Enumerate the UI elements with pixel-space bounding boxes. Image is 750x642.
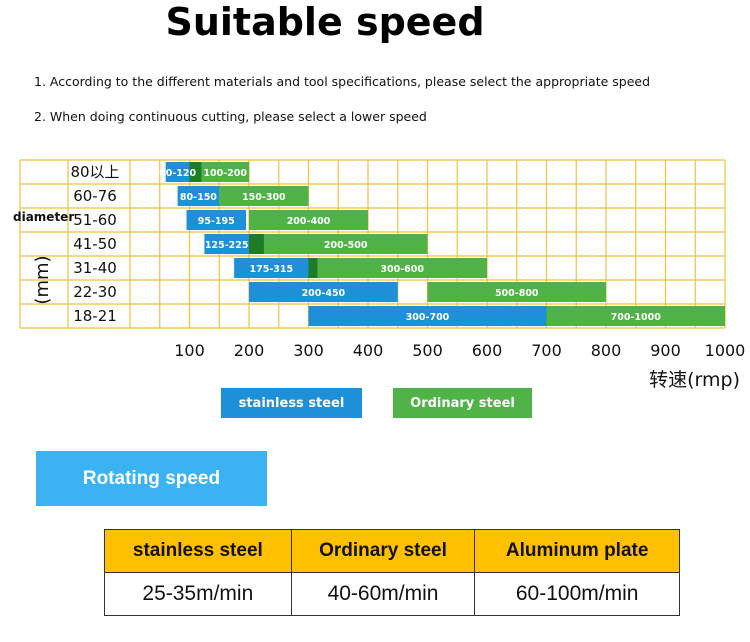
- stainless-bar: [177, 186, 220, 206]
- page-title: Suitable speed: [165, 0, 485, 44]
- stainless-data-label: 125-225: [205, 240, 249, 251]
- ordinary-bar: [546, 306, 725, 326]
- stainless-bar: [186, 210, 247, 230]
- ordinary-bar: [249, 234, 428, 254]
- row-label: 22-30: [73, 283, 117, 301]
- stainless-data-label: 80-150: [180, 192, 217, 203]
- cutting-speed-table: stainless steel Ordinary steel Aluminum …: [104, 529, 680, 616]
- row-label: 51-60: [73, 211, 117, 229]
- stainless-data-label: 300-700: [406, 312, 450, 323]
- row-label: 31-40: [73, 259, 117, 277]
- overlap-bar: [308, 258, 318, 278]
- x-tick-label: 100: [174, 341, 205, 360]
- x-tick-label: 500: [412, 341, 443, 360]
- row-label: 18-21: [73, 307, 117, 325]
- legend-ordinary-label: Ordinary steel: [410, 395, 515, 411]
- x-axis-label: 转速(rmp): [649, 369, 740, 390]
- legend-stainless: stainless steel: [221, 388, 362, 418]
- note-1: 1. According to the different materials …: [34, 74, 651, 89]
- ordinary-data-label: 200-400: [287, 216, 331, 227]
- ordinary-bar: [427, 282, 606, 302]
- x-tick-label: 800: [591, 341, 622, 360]
- stainless-bar: [234, 258, 318, 278]
- ordinary-bar: [219, 186, 309, 206]
- stainless-bar: [249, 282, 398, 302]
- ordinary-bar: [189, 162, 249, 182]
- stainless-data-label: 95-195: [198, 216, 235, 227]
- ordinary-data-label: 300-600: [380, 264, 424, 275]
- stainless-data-label: 175-315: [250, 264, 294, 275]
- header-aluminum: Aluminum plate: [474, 529, 680, 573]
- x-tick-label: 600: [472, 341, 503, 360]
- speed-chart: 80以上 60-76 51-60 41-50 31-40 22-30 18-21 60-120…: [13, 159, 746, 390]
- row-label: 41-50: [73, 235, 117, 253]
- row-label: 60-76: [73, 187, 117, 205]
- value-stainless: 25-35m/min: [104, 572, 292, 616]
- ordinary-data-label: 100-200: [203, 168, 247, 179]
- ordinary-data-label: 150-300: [242, 192, 286, 203]
- legend-ordinary: Ordinary steel: [393, 388, 532, 418]
- x-tick-label: 300: [293, 341, 324, 360]
- y-axis-label-unit: (mm): [32, 255, 53, 304]
- x-tick-label: 700: [531, 341, 562, 360]
- overlap-bar: [249, 234, 264, 254]
- value-aluminum: 60-100m/min: [474, 572, 680, 616]
- ordinary-data-label: 200-500: [324, 240, 368, 251]
- header-ordinary: Ordinary steel: [290, 529, 476, 573]
- value-ordinary: 40-60m/min: [290, 572, 476, 616]
- stainless-bar: [308, 306, 547, 326]
- note-2: 2. When doing continuous cutting, please…: [34, 109, 427, 124]
- table-header-row: stainless steel Ordinary steel Aluminum …: [104, 529, 680, 573]
- y-axis-label-top: diameter: [13, 210, 74, 224]
- ordinary-bar: [249, 210, 368, 230]
- x-tick-label: 1000: [705, 341, 746, 360]
- row-label: 80以上: [70, 163, 119, 181]
- overlap-bar: [189, 162, 202, 182]
- rotating-speed-banner: Rotating speed: [36, 451, 267, 506]
- header-stainless: stainless steel: [104, 529, 292, 573]
- stainless-data-label: 200-450: [302, 288, 346, 299]
- table-row: 25-35m/min 40-60m/min 60-100m/min: [104, 572, 680, 616]
- stainless-data-label: 60-120: [159, 168, 196, 179]
- ordinary-bar: [308, 258, 487, 278]
- ordinary-data-label: 500-800: [495, 288, 539, 299]
- x-tick-label: 900: [650, 341, 681, 360]
- x-tick-label: 400: [353, 341, 384, 360]
- legend-stainless-label: stainless steel: [238, 395, 345, 411]
- ordinary-data-label: 700-1000: [611, 312, 662, 323]
- x-tick-label: 200: [234, 341, 265, 360]
